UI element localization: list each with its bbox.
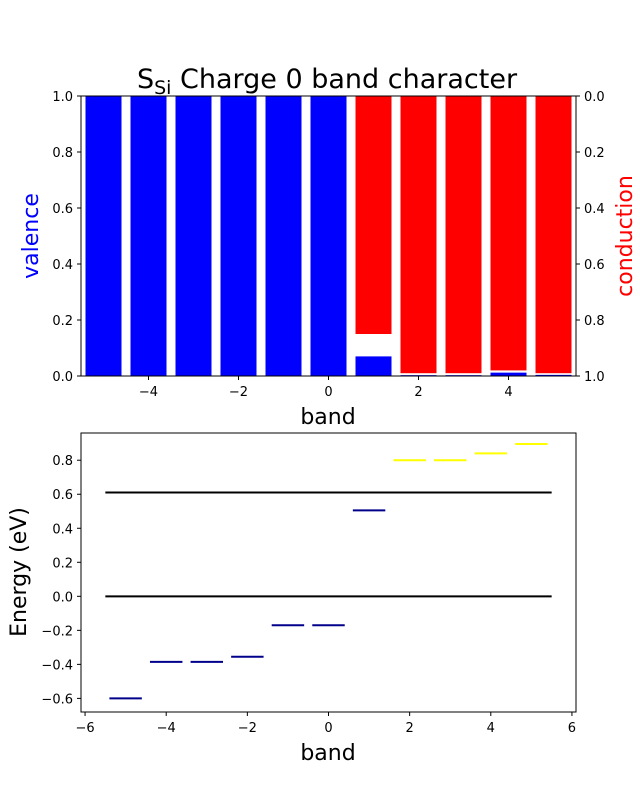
conduction-bar — [400, 96, 437, 374]
top-x-ticks: −4 −2 0 2 4 — [139, 376, 513, 400]
top-bars-layer — [85, 96, 572, 376]
y-tick-label: −0.6 — [41, 692, 73, 707]
conduction-bar — [490, 96, 527, 371]
valence-bar — [85, 96, 122, 376]
valence-bar — [355, 356, 392, 376]
valence-axis-label: valence — [19, 193, 44, 279]
valence-bar — [265, 96, 302, 376]
valence-bar — [490, 372, 527, 376]
bottom-x-axis-label: band — [300, 741, 355, 766]
y-tick-label: 0.4 — [52, 522, 73, 537]
y-right-tick-label: 1.0 — [584, 370, 605, 385]
y-tick-label: 0.0 — [52, 370, 73, 385]
y-tick-label: −0.2 — [41, 624, 73, 639]
y-tick-label: 0.0 — [52, 590, 73, 605]
top-y-ticks-right: 0.0 0.2 0.4 0.6 0.8 1.0 — [576, 90, 605, 385]
top-y-ticks-left: 0.0 0.2 0.4 0.6 0.8 1.0 — [52, 90, 81, 385]
conduction-bar — [535, 96, 572, 374]
valence-bar — [535, 374, 572, 376]
y-right-tick-label: 0.2 — [584, 146, 605, 161]
top-x-axis-label: band — [300, 405, 355, 430]
bottom-y-ticks: −0.6 −0.4 −0.2 0.0 0.2 0.4 0.6 0.8 — [41, 454, 81, 707]
x-tick-label: −2 — [238, 721, 257, 736]
conduction-bar — [445, 96, 482, 374]
energy-axis-label: Energy (eV) — [7, 507, 32, 637]
conduction-axis-label: conduction — [613, 175, 638, 297]
y-tick-label: 0.4 — [52, 258, 73, 273]
x-tick-label: 0 — [324, 385, 332, 400]
x-tick-label: 2 — [406, 721, 414, 736]
valence-bar — [130, 96, 167, 376]
x-tick-label: 6 — [568, 721, 576, 736]
valence-bar — [310, 96, 347, 376]
y-tick-label: 1.0 — [52, 90, 73, 105]
y-tick-label: −0.4 — [41, 658, 73, 673]
y-right-tick-label: 0.6 — [584, 258, 605, 273]
x-tick-label: 0 — [324, 721, 332, 736]
x-tick-label: −4 — [157, 721, 176, 736]
valence-bar — [175, 96, 212, 376]
x-tick-label: −6 — [75, 721, 94, 736]
conduction-bar — [355, 96, 392, 334]
x-tick-label: 2 — [414, 385, 422, 400]
y-tick-label: 0.6 — [52, 488, 73, 503]
y-right-tick-label: 0.0 — [584, 90, 605, 105]
y-right-tick-label: 0.4 — [584, 202, 605, 217]
bottom-x-ticks: −6 −4 −2 0 2 4 6 — [75, 712, 576, 736]
energy-lines-layer — [105, 443, 552, 700]
y-tick-label: 0.6 — [52, 202, 73, 217]
x-tick-label: −4 — [139, 385, 158, 400]
x-tick-label: 4 — [487, 721, 495, 736]
y-tick-label: 0.8 — [52, 454, 73, 469]
x-tick-label: −2 — [229, 385, 248, 400]
y-tick-label: 0.2 — [52, 556, 73, 571]
y-right-tick-label: 0.8 — [584, 314, 605, 329]
chart-title: SSi Charge 0 band character — [137, 64, 518, 99]
valence-bar — [220, 96, 257, 376]
x-tick-label: 4 — [504, 385, 512, 400]
y-tick-label: 0.2 — [52, 314, 73, 329]
y-tick-label: 0.8 — [52, 146, 73, 161]
bottom-plot-frame — [80, 432, 577, 713]
